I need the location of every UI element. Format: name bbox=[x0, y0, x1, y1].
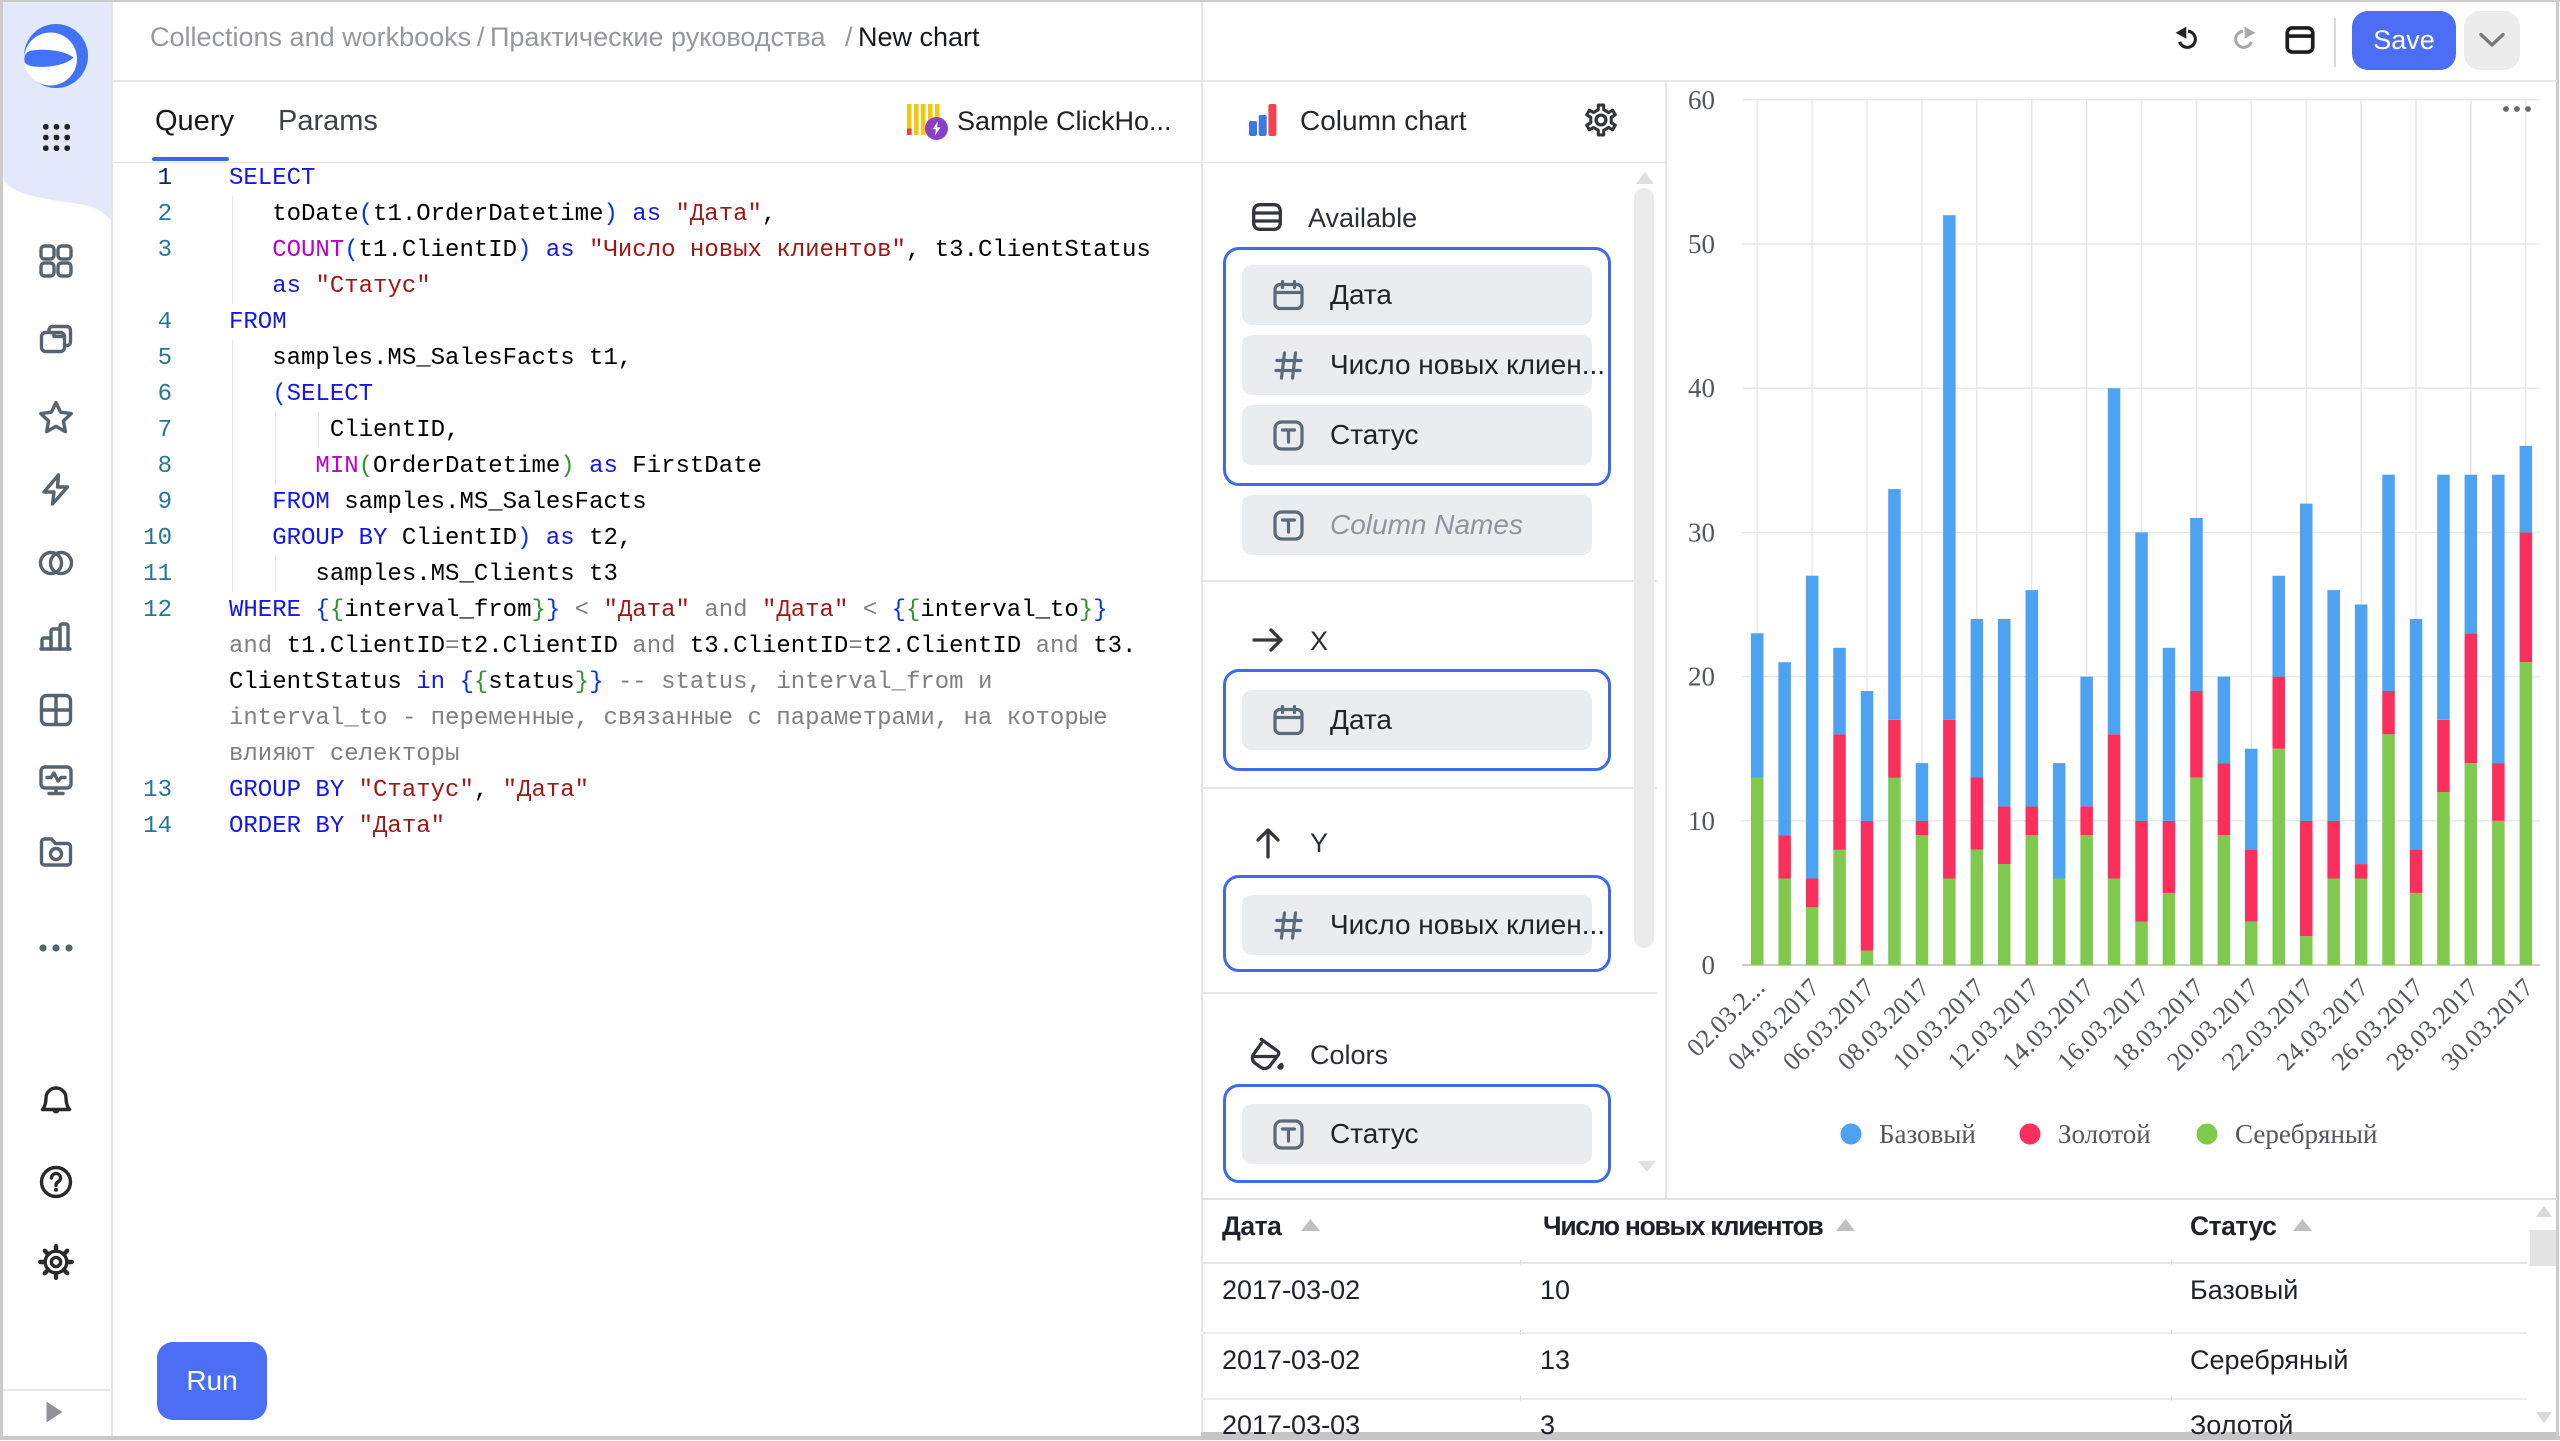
svg-text:50: 50 bbox=[1688, 229, 1715, 259]
svg-text:30: 30 bbox=[1688, 517, 1715, 547]
svg-text:Золотой: Золотой bbox=[2058, 1119, 2151, 1149]
svg-text:20: 20 bbox=[1688, 662, 1715, 692]
svg-text:10: 10 bbox=[1688, 806, 1715, 836]
svg-text:60: 60 bbox=[1688, 85, 1715, 115]
svg-text:Серебряный: Серебряный bbox=[2235, 1119, 2378, 1149]
svg-text:0: 0 bbox=[1702, 950, 1716, 980]
svg-text:40: 40 bbox=[1688, 373, 1715, 403]
svg-text:Базовый: Базовый bbox=[1879, 1119, 1976, 1149]
